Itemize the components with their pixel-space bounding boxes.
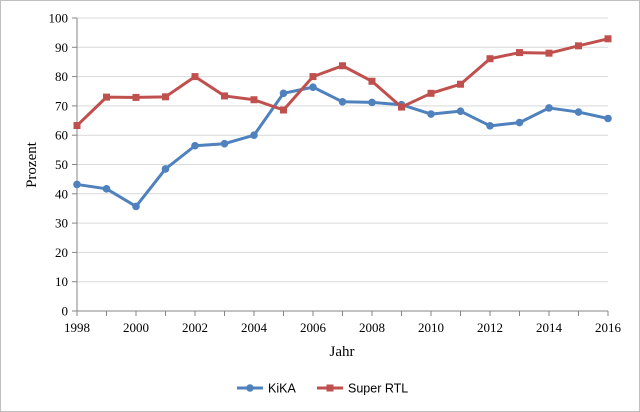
point-kika-2003 bbox=[220, 139, 229, 148]
point-super-rtl-2008 bbox=[368, 77, 376, 85]
point-super-rtl-2016 bbox=[604, 35, 612, 43]
x-tick-label-2010: 2010 bbox=[418, 320, 444, 335]
point-super-rtl-2010 bbox=[427, 89, 435, 97]
point-kika-2014 bbox=[545, 104, 553, 112]
point-kika-1999 bbox=[102, 185, 111, 193]
series-lines bbox=[73, 35, 612, 211]
point-super-rtl-2000 bbox=[132, 93, 140, 101]
y-tick-label-40: 40 bbox=[55, 186, 68, 201]
y-tick-label-20: 20 bbox=[55, 245, 68, 260]
x-axis-title: Jahr bbox=[330, 344, 355, 360]
x-tick-label-2002: 2002 bbox=[182, 320, 208, 335]
y-tick-label-60: 60 bbox=[55, 128, 68, 143]
x-tick-label-2006: 2006 bbox=[300, 320, 327, 335]
point-super-rtl-2011 bbox=[457, 80, 464, 88]
point-kika-2013 bbox=[515, 118, 524, 127]
x-tick-label-2012: 2012 bbox=[477, 320, 503, 335]
point-super-rtl-1998 bbox=[73, 122, 81, 130]
y-tick-label-30: 30 bbox=[55, 216, 68, 231]
point-kika-2016 bbox=[604, 114, 612, 123]
point-super-rtl-2002 bbox=[191, 73, 199, 81]
point-kika-2006 bbox=[309, 83, 317, 91]
point-kika-2011 bbox=[456, 107, 465, 115]
y-tick-label-0: 0 bbox=[62, 304, 69, 319]
point-kika-2007 bbox=[338, 97, 347, 106]
point-kika-2012 bbox=[486, 122, 494, 130]
point-super-rtl-2009 bbox=[398, 103, 405, 111]
x-tick-label-1998: 1998 bbox=[64, 320, 90, 335]
point-kika-2000 bbox=[132, 202, 140, 211]
point-kika-2001 bbox=[161, 165, 170, 173]
legend-label-super-rtl: Super RTL bbox=[348, 382, 408, 396]
y-tick-label-90: 90 bbox=[55, 40, 68, 55]
point-kika-2010 bbox=[427, 110, 435, 118]
point-super-rtl-2006 bbox=[309, 73, 317, 81]
y-axis-title: Prozent bbox=[24, 141, 40, 188]
point-super-rtl-2004 bbox=[250, 96, 258, 104]
point-kika-2004 bbox=[250, 131, 258, 139]
legend-marker-kika bbox=[246, 384, 254, 392]
point-super-rtl-2014 bbox=[545, 49, 553, 57]
y-tick-label-50: 50 bbox=[55, 157, 68, 172]
point-kika-2005 bbox=[279, 89, 288, 98]
point-super-rtl-2013 bbox=[516, 49, 523, 57]
tick-labels: 0 10 20 30 40 50 60 70 80 90 100 1998 2000 2002 2004 20… bbox=[49, 11, 622, 336]
x-tick-label-2008: 2008 bbox=[359, 320, 385, 335]
point-super-rtl-2003 bbox=[221, 92, 228, 100]
point-kika-2015 bbox=[574, 108, 583, 116]
y-tick-label-70: 70 bbox=[55, 98, 68, 113]
point-super-rtl-2015 bbox=[575, 42, 582, 50]
legend-label-kika: KiKA bbox=[268, 382, 296, 396]
y-tick-label-10: 10 bbox=[55, 274, 68, 289]
point-super-rtl-2012 bbox=[486, 55, 494, 63]
x-tick-label-2000: 2000 bbox=[123, 320, 149, 335]
point-kika-2002 bbox=[191, 141, 199, 150]
x-tick-label-2014: 2014 bbox=[536, 320, 563, 335]
y-tick-label-100: 100 bbox=[49, 11, 69, 26]
axes bbox=[72, 17, 609, 316]
point-super-rtl-2007 bbox=[339, 62, 346, 70]
series-line-super-rtl bbox=[75, 37, 609, 127]
point-super-rtl-1999 bbox=[103, 93, 110, 101]
point-kika-1998 bbox=[73, 180, 81, 189]
gridlines bbox=[77, 17, 608, 283]
point-kika-2008 bbox=[368, 98, 376, 107]
y-tick-label-80: 80 bbox=[55, 69, 68, 84]
legend: KiKA Super RTL bbox=[237, 382, 408, 396]
point-super-rtl-2005 bbox=[280, 106, 287, 114]
x-tick-label-2004: 2004 bbox=[241, 320, 268, 335]
legend-marker-super-rtl bbox=[326, 384, 334, 392]
point-super-rtl-2001 bbox=[162, 93, 169, 101]
x-tick-label-2016: 2016 bbox=[595, 320, 622, 335]
